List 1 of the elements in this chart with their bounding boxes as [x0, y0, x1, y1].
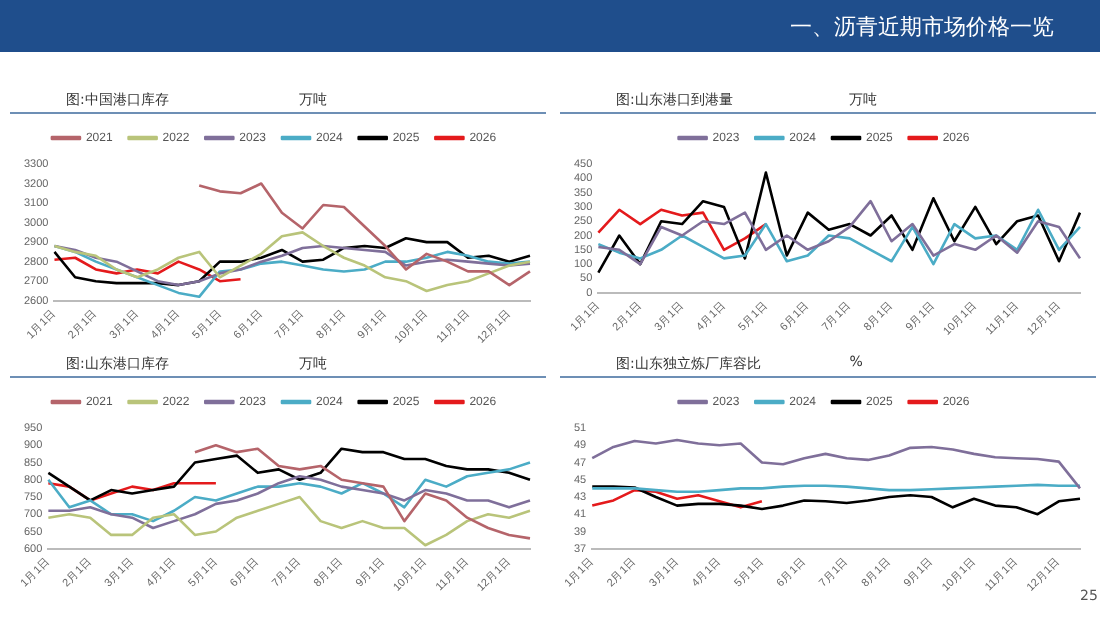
- text: 一、沥青近期市场价格一览: [790, 12, 1054, 42]
